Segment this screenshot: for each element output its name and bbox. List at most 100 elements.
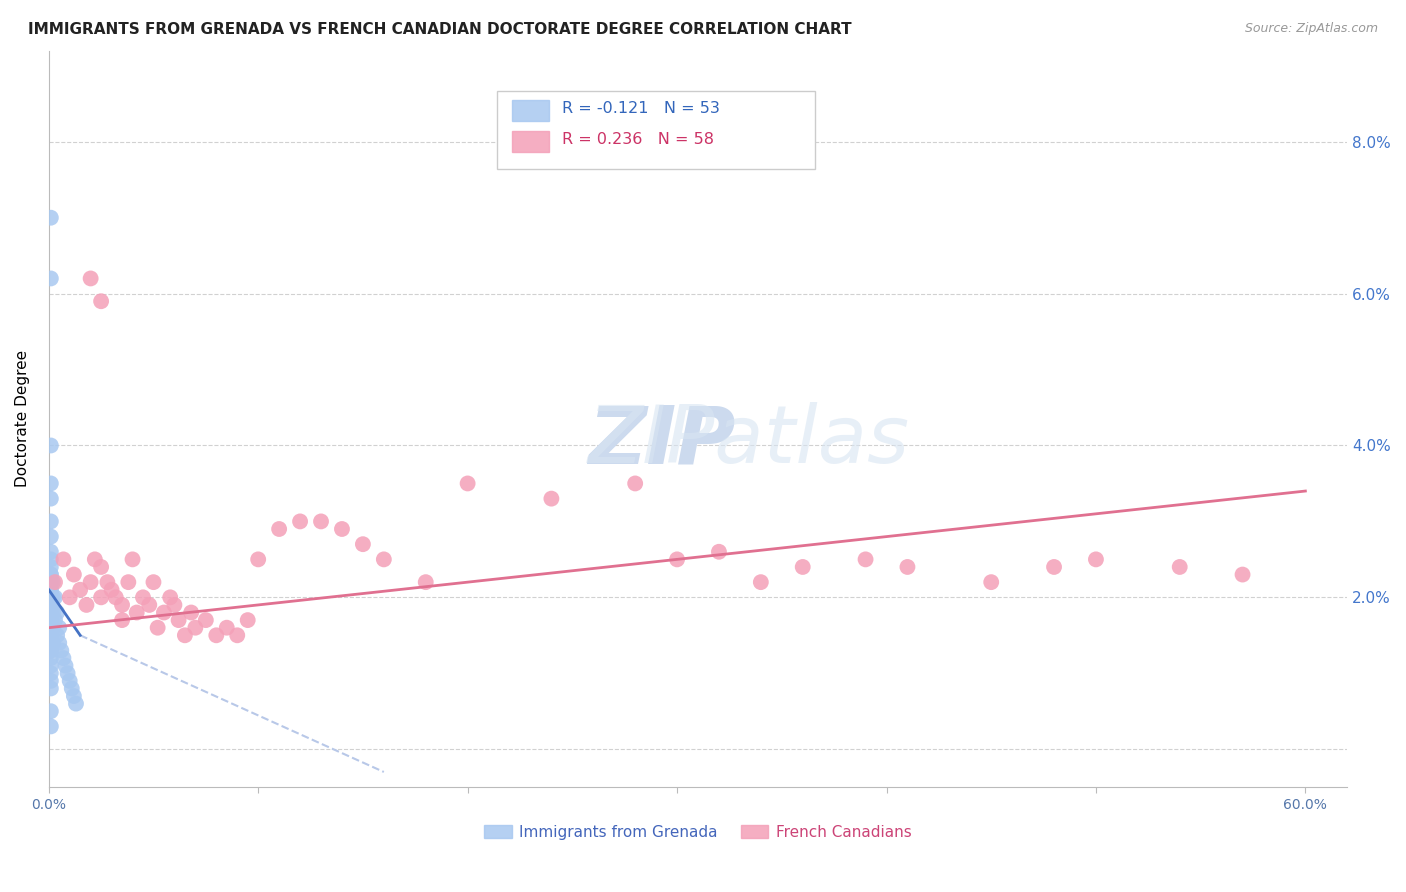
Point [90, 560, 112, 574]
Point [707, 545, 730, 559]
Point [1232, 567, 1254, 582]
Point [226, 628, 249, 642]
Point [39, 651, 62, 665]
Point [55, 658, 77, 673]
Point [79, 575, 101, 590]
Point [39, 628, 62, 642]
Point [44, 613, 66, 627]
Y-axis label: Doctorate Degree: Doctorate Degree [15, 351, 30, 487]
Point [896, 560, 918, 574]
Point [138, 598, 160, 612]
Point [90, 591, 112, 605]
Point [83, 552, 105, 566]
Point [269, 522, 291, 536]
Point [39, 560, 62, 574]
Point [39, 582, 62, 597]
Point [111, 613, 134, 627]
Point [121, 552, 143, 566]
Point [44, 591, 66, 605]
Point [159, 591, 181, 605]
Point [39, 582, 62, 597]
Point [39, 591, 62, 605]
Point [39, 628, 62, 642]
Point [79, 271, 101, 285]
Point [52, 651, 75, 665]
Point [48, 621, 70, 635]
Point [42, 621, 65, 635]
Point [52, 552, 75, 566]
Point [39, 643, 62, 657]
Point [39, 567, 62, 582]
Point [117, 575, 139, 590]
Point [39, 621, 62, 635]
Point [39, 491, 62, 506]
Point [1168, 560, 1191, 574]
Text: IMMIGRANTS FROM GRENADA VS FRENCH CANADIAN DOCTORATE DEGREE CORRELATION CHART: IMMIGRANTS FROM GRENADA VS FRENCH CANADI… [28, 22, 852, 37]
Point [540, 491, 562, 506]
Point [247, 552, 270, 566]
Point [111, 598, 134, 612]
Point [42, 591, 65, 605]
Point [39, 545, 62, 559]
Point [39, 530, 62, 544]
Point [236, 613, 259, 627]
Point [39, 704, 62, 718]
Point [46, 606, 69, 620]
Point [39, 613, 62, 627]
Point [39, 666, 62, 681]
Point [39, 271, 62, 285]
Point [792, 560, 814, 574]
Point [59, 591, 82, 605]
Point [205, 628, 228, 642]
Legend: Immigrants from Grenada, French Canadians: Immigrants from Grenada, French Canadian… [478, 819, 918, 846]
Text: R = -0.121   N = 53: R = -0.121 N = 53 [561, 102, 720, 116]
Point [457, 476, 479, 491]
Point [42, 606, 65, 620]
Point [46, 628, 69, 642]
Point [69, 582, 91, 597]
Point [125, 606, 148, 620]
Bar [512, 100, 548, 120]
Point [39, 575, 62, 590]
Point [624, 476, 647, 491]
Point [215, 621, 238, 635]
Point [39, 719, 62, 733]
Point [44, 575, 66, 590]
Point [39, 211, 62, 225]
Point [90, 294, 112, 309]
Text: Source: ZipAtlas.com: Source: ZipAtlas.com [1244, 22, 1378, 36]
Text: ZIP: ZIP [588, 402, 735, 480]
Point [132, 591, 155, 605]
Point [352, 537, 374, 551]
Point [39, 681, 62, 696]
Point [146, 621, 169, 635]
Point [51, 643, 73, 657]
Point [666, 552, 689, 566]
Point [153, 606, 176, 620]
Point [39, 476, 62, 491]
Point [39, 643, 62, 657]
Point [173, 628, 195, 642]
Point [42, 575, 65, 590]
Point [855, 552, 877, 566]
Point [39, 606, 62, 620]
Point [75, 598, 97, 612]
Point [60, 681, 83, 696]
Point [39, 552, 62, 566]
Point [1084, 552, 1107, 566]
Point [39, 636, 62, 650]
Point [288, 515, 311, 529]
Point [167, 613, 190, 627]
Point [184, 621, 207, 635]
Point [309, 515, 332, 529]
Point [980, 575, 1002, 590]
Point [39, 515, 62, 529]
Text: ZIPatlas: ZIPatlas [588, 402, 910, 480]
Point [63, 689, 86, 703]
Point [65, 697, 87, 711]
Point [142, 575, 165, 590]
Point [39, 567, 62, 582]
Point [63, 567, 86, 582]
Point [1043, 560, 1066, 574]
Point [39, 658, 62, 673]
